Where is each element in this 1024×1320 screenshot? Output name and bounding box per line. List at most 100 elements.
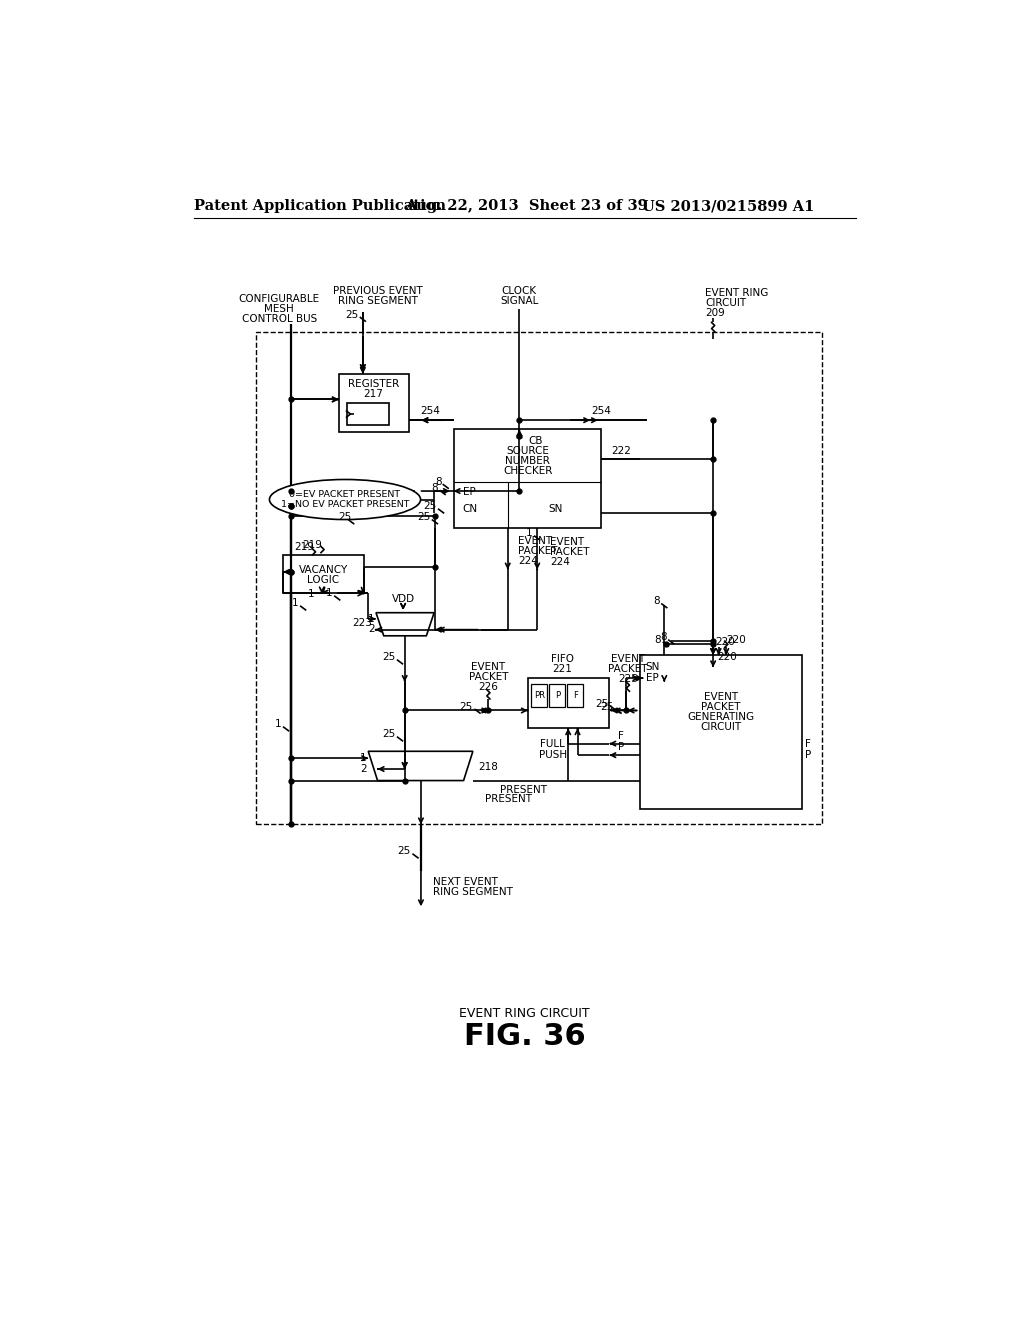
Text: EP: EP — [646, 673, 658, 684]
Polygon shape — [376, 612, 434, 636]
Text: 0=EV PACKET PRESENT: 0=EV PACKET PRESENT — [290, 490, 400, 499]
Text: EVENT: EVENT — [550, 537, 585, 546]
Text: CONTROL BUS: CONTROL BUS — [242, 314, 316, 323]
Bar — [549, 684, 565, 708]
Text: P: P — [555, 692, 560, 701]
Text: LOGIC: LOGIC — [307, 574, 339, 585]
Text: PR: PR — [535, 692, 545, 701]
Text: Patent Application Publication: Patent Application Publication — [194, 199, 445, 213]
Text: 223: 223 — [352, 619, 372, 628]
Text: 8: 8 — [435, 477, 442, 487]
Text: PACKET: PACKET — [701, 702, 740, 713]
Text: P: P — [617, 742, 624, 752]
Text: 25: 25 — [338, 512, 351, 523]
Text: CB: CB — [528, 436, 543, 446]
Text: FIFO: FIFO — [551, 653, 573, 664]
Text: 220: 220 — [726, 635, 746, 644]
Text: 221: 221 — [552, 664, 572, 675]
Text: SOURCE: SOURCE — [507, 446, 549, 455]
Bar — [528, 678, 609, 729]
Text: NEXT EVENT: NEXT EVENT — [432, 878, 498, 887]
Text: PACKET: PACKET — [550, 546, 590, 557]
Text: VDD: VDD — [391, 594, 415, 603]
Text: CN: CN — [463, 504, 478, 513]
Text: PUSH: PUSH — [539, 750, 566, 760]
Text: 224: 224 — [518, 556, 538, 566]
Text: CIRCUIT: CIRCUIT — [706, 298, 746, 308]
Text: EVENT: EVENT — [703, 693, 738, 702]
Text: GENERATING: GENERATING — [687, 713, 755, 722]
Text: PACKET: PACKET — [518, 546, 557, 556]
Text: 218: 218 — [478, 763, 498, 772]
Text: F: F — [572, 692, 578, 701]
Text: RING SEGMENT: RING SEGMENT — [338, 296, 418, 306]
Text: 1: 1 — [360, 754, 367, 763]
Text: 254: 254 — [420, 407, 440, 416]
Text: 25: 25 — [460, 702, 473, 711]
Bar — [346, 404, 389, 425]
Text: EVENT: EVENT — [518, 536, 552, 546]
Text: 1: 1 — [368, 614, 375, 624]
Text: PRESENT: PRESENT — [484, 795, 531, 804]
Text: P: P — [805, 750, 811, 760]
Bar — [339, 374, 409, 432]
Polygon shape — [369, 751, 473, 780]
Text: 1: 1 — [274, 719, 282, 730]
Text: 1: 1 — [292, 598, 299, 609]
Text: 2: 2 — [360, 764, 367, 774]
Text: CIRCUIT: CIRCUIT — [700, 722, 741, 733]
Text: 2: 2 — [368, 624, 375, 634]
Text: PREVIOUS EVENT: PREVIOUS EVENT — [333, 286, 423, 296]
Text: 25: 25 — [382, 730, 395, 739]
Text: 25: 25 — [382, 652, 395, 663]
Text: 224: 224 — [550, 557, 570, 566]
Text: SN: SN — [646, 661, 660, 672]
Text: 254: 254 — [591, 407, 610, 416]
Text: CONFIGURABLE: CONFIGURABLE — [239, 293, 319, 304]
Text: 25: 25 — [397, 846, 411, 857]
Text: 220: 220 — [716, 638, 735, 647]
Text: 225: 225 — [617, 675, 638, 684]
Text: 222: 222 — [611, 446, 631, 455]
Text: 8: 8 — [431, 483, 438, 492]
Text: 217: 217 — [364, 389, 384, 399]
Text: SN: SN — [549, 504, 563, 513]
Text: SIGNAL: SIGNAL — [500, 296, 539, 306]
Text: 1: 1 — [326, 589, 333, 598]
Text: Aug. 22, 2013  Sheet 23 of 39: Aug. 22, 2013 Sheet 23 of 39 — [406, 199, 648, 213]
Text: CLOCK: CLOCK — [502, 286, 537, 296]
Text: 226: 226 — [478, 681, 499, 692]
Text: 1: 1 — [526, 528, 532, 539]
Text: RING SEGMENT: RING SEGMENT — [432, 887, 512, 898]
Text: EVENT RING CIRCUIT: EVENT RING CIRCUIT — [460, 1007, 590, 1019]
Text: REGISTER: REGISTER — [348, 379, 399, 389]
Ellipse shape — [269, 479, 421, 520]
Text: 25: 25 — [595, 698, 608, 709]
Text: FIG. 36: FIG. 36 — [464, 1022, 586, 1051]
Text: 209: 209 — [706, 308, 725, 318]
Text: F: F — [805, 739, 810, 748]
Text: PACKET: PACKET — [469, 672, 508, 681]
Text: 8: 8 — [654, 635, 662, 644]
Bar — [283, 554, 365, 594]
Text: 219: 219 — [302, 540, 322, 550]
Text: 1: 1 — [307, 589, 314, 599]
Text: 25: 25 — [345, 310, 358, 319]
Text: PRESENT: PRESENT — [500, 785, 547, 795]
Text: EP: EP — [463, 487, 475, 496]
Text: FULL: FULL — [541, 739, 565, 748]
Text: US 2013/0215899 A1: US 2013/0215899 A1 — [642, 199, 814, 213]
Text: 25: 25 — [601, 702, 614, 711]
Text: PACKET: PACKET — [608, 664, 647, 675]
Text: 25: 25 — [423, 502, 436, 511]
Text: VACANCY: VACANCY — [299, 565, 348, 574]
Text: 1=NO EV PACKET PRESENT: 1=NO EV PACKET PRESENT — [281, 500, 410, 508]
Text: 8: 8 — [653, 597, 659, 606]
Bar — [566, 684, 583, 708]
Text: 219: 219 — [294, 543, 314, 552]
Bar — [640, 655, 802, 809]
Text: 8: 8 — [660, 632, 667, 643]
Text: EVENT: EVENT — [471, 661, 506, 672]
Text: CHECKER: CHECKER — [503, 466, 553, 477]
Bar — [454, 429, 601, 528]
